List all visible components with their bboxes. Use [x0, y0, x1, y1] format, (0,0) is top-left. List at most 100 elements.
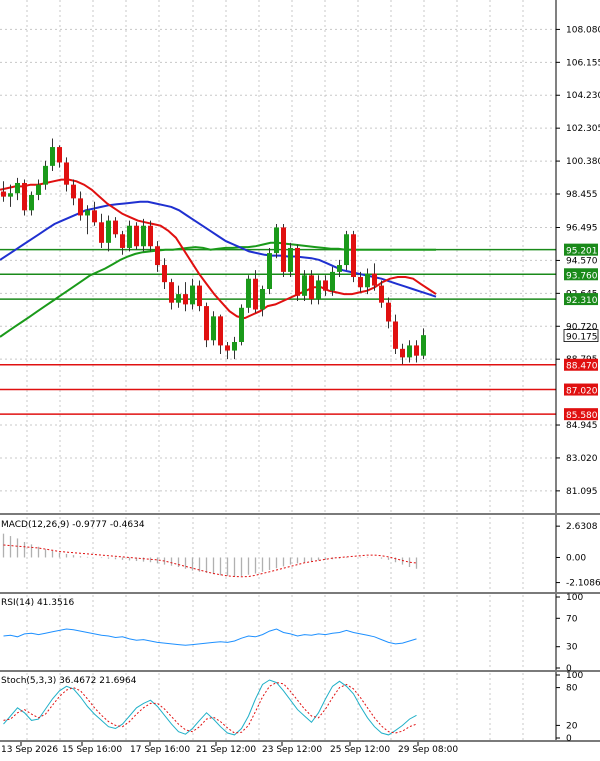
time-tick-label: 23 Sep 12:00 [262, 745, 322, 755]
rsi-tick-label: 30 [566, 643, 578, 653]
candle-bear [414, 345, 419, 356]
candle-bear [78, 198, 83, 216]
resistance-label: 93.760 [566, 271, 598, 281]
candle-bull [421, 335, 426, 356]
candle-bull [211, 316, 216, 341]
candle-bull [106, 220, 111, 243]
price-tick-label: 90.720 [566, 322, 598, 332]
candle-bear [218, 316, 223, 346]
price-tick-label: 108.080 [566, 25, 600, 35]
stoch-d-line [3, 682, 417, 734]
price-tick-label: 96.495 [566, 224, 598, 234]
time-tick-label: 13 Sep 2026 [1, 745, 58, 755]
stoch-tick-label: 0 [566, 734, 572, 744]
time-tick-label: 17 Sep 16:00 [130, 745, 190, 755]
time-axis: 13 Sep 2026 15 Sep 16:00 17 Sep 16:00 21 Se… [1, 742, 458, 755]
support-label: 88.470 [566, 362, 598, 372]
candle-bull [337, 265, 342, 272]
candle-bear [379, 285, 384, 303]
price-tick-label: 106.155 [566, 58, 600, 68]
stoch-tick-label: 100 [566, 671, 583, 681]
support-tag [564, 383, 598, 396]
candle-bear [155, 246, 160, 266]
ma-fast-line [0, 178, 437, 320]
candle-bear [1, 191, 6, 197]
stoch-tick-label: 20 [566, 721, 578, 731]
stoch-k-line [3, 679, 417, 736]
ma-slow-line [0, 241, 436, 338]
candle-bull [176, 294, 181, 303]
candle-bear [358, 277, 363, 288]
candle-bull [85, 210, 90, 216]
candle-bull [260, 288, 265, 310]
price-axis: 108.080 106.155 104.230 102.305 100.380 98.45… [556, 25, 600, 744]
candle-bear [400, 348, 405, 358]
candle-bear [393, 321, 398, 349]
resistance-label: 92.310 [566, 296, 598, 306]
candle-bear [92, 210, 97, 223]
candle-bear [134, 225, 139, 247]
time-tick-label: 21 Sep 12:00 [196, 745, 256, 755]
moving-averages-layer [0, 178, 437, 338]
candle-bull [15, 182, 20, 194]
grid-lines [0, 0, 556, 740]
support-label: 87.020 [566, 387, 598, 397]
price-tick-label: 94.570 [566, 256, 598, 266]
rsi-tick-label: 100 [566, 593, 583, 603]
candle-bull [407, 345, 412, 358]
candle-bull [29, 194, 34, 211]
support-label: 85.580 [566, 411, 598, 421]
candle-bear [323, 280, 328, 291]
stoch-tick-label: 80 [566, 684, 578, 694]
candle-bear [204, 306, 209, 341]
time-tick-label: 15 Sep 16:00 [62, 745, 122, 755]
levels-layer [0, 248, 556, 415]
candle-bear [22, 182, 27, 211]
candle-bull [36, 184, 41, 195]
rsi-line [3, 628, 417, 646]
resistance-tag [564, 243, 598, 256]
macd-label: MACD(12,26,9) -0.9777 -0.4634 [1, 520, 145, 530]
candle-bear [197, 285, 202, 307]
candle-bear [169, 282, 174, 303]
candle-bull [127, 225, 132, 248]
candle-bear [386, 302, 391, 322]
macd-signal-line [3, 544, 417, 578]
candle-bear [162, 265, 167, 283]
candle-bull [288, 247, 293, 272]
candle-bear [64, 162, 69, 185]
candle-bull [365, 273, 370, 288]
candle-bull [316, 280, 321, 300]
candle-bull [330, 271, 335, 291]
ma-mid-line [0, 200, 437, 298]
time-tick-label: 29 Sep 08:00 [398, 745, 458, 755]
candles-layer [1, 138, 426, 365]
candle-bull [239, 307, 244, 342]
stoch-label: Stoch(5,3,3) 36.4672 21.6964 [1, 676, 137, 686]
candle-bear [148, 225, 153, 247]
indicator-panels: MACD(12,26,9) -0.9777 -0.4634 RSI(14) 41.… [1, 520, 418, 736]
panel-frames [0, 0, 600, 742]
candle-bull [267, 253, 272, 289]
macd-tick-label: 2.6308 [566, 522, 598, 532]
candle-bull [43, 165, 48, 185]
candle-bear [57, 147, 62, 163]
support-tag [564, 358, 598, 371]
support-tag [564, 408, 598, 421]
rsi-tick-label: 70 [566, 614, 578, 624]
candle-bull [232, 342, 237, 351]
price-tick-label: 98.455 [566, 190, 598, 200]
candle-bear [183, 294, 188, 305]
candle-bear [253, 278, 258, 310]
candle-bull [302, 275, 307, 296]
price-tick-label: 102.305 [566, 124, 600, 134]
candle-bear [281, 227, 286, 272]
candle-bull [190, 285, 195, 305]
candle-bear [71, 184, 76, 199]
candle-bear [295, 247, 300, 296]
candle-bear [372, 273, 377, 286]
resistance-tag [564, 293, 598, 306]
candle-bear [225, 345, 230, 351]
